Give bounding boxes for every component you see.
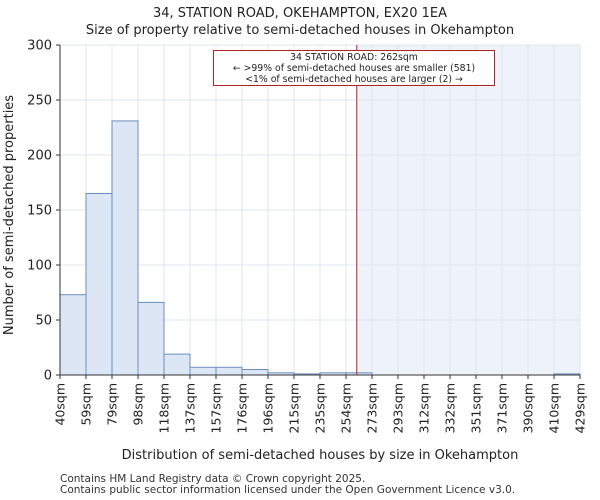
histogram-bar <box>189 366 217 376</box>
footer-copyright: Contains HM Land Registry data © Crown c… <box>60 473 366 485</box>
x-tick-label: 429sqm <box>573 383 588 433</box>
y-tick-label: 250 <box>27 94 52 109</box>
y-tick-label: 150 <box>27 204 52 219</box>
x-tick-label: 196sqm <box>261 383 276 433</box>
property-annotation: 34 STATION ROAD: 262sqm ← >99% of semi-d… <box>213 50 495 86</box>
y-tick-label: 200 <box>27 149 52 164</box>
annotation-line-3: <1% of semi-detached houses are larger (… <box>245 74 463 85</box>
histogram-bar <box>111 120 139 376</box>
x-tick-label: 59sqm <box>79 383 94 426</box>
histogram-bar <box>163 353 191 376</box>
x-tick-label: 293sqm <box>391 383 406 433</box>
chart-subtitle: Size of property relative to semi-detach… <box>85 23 515 38</box>
histogram-bar <box>241 369 269 376</box>
y-tick-label: 50 <box>35 314 52 329</box>
x-tick-label: 332sqm <box>443 383 458 433</box>
x-tick-label: 40sqm <box>53 383 68 426</box>
x-tick-label: 254sqm <box>339 383 354 433</box>
x-tick-label: 390sqm <box>521 383 536 433</box>
x-tick-label: 157sqm <box>209 383 224 433</box>
x-tick-label: 410sqm <box>547 383 562 433</box>
x-tick-label: 273sqm <box>365 383 380 433</box>
x-tick-label: 371sqm <box>495 383 510 433</box>
annotation-line-1: 34 STATION ROAD: 262sqm <box>290 52 418 63</box>
chart-title: 34, STATION ROAD, OKEHAMPTON, EX20 1EA <box>153 6 447 21</box>
y-axis-title: Number of semi-detached properties <box>2 95 17 335</box>
histogram-bar <box>137 301 165 376</box>
footer-licence: Contains public sector information licen… <box>60 484 516 496</box>
x-tick-label: 351sqm <box>469 383 484 433</box>
histogram-bar <box>215 366 243 376</box>
x-tick-label: 118sqm <box>157 383 172 433</box>
x-tick-label: 98sqm <box>131 383 146 426</box>
y-tick-label: 0 <box>44 369 52 384</box>
x-tick-label: 215sqm <box>287 383 302 433</box>
x-axis-title: Distribution of semi-detached houses by … <box>122 448 519 463</box>
x-tick-label: 312sqm <box>417 383 432 433</box>
histogram-bar <box>59 294 87 376</box>
annotation-line-2: ← >99% of semi-detached houses are small… <box>232 63 476 74</box>
x-tick-label: 137sqm <box>183 383 198 433</box>
y-tick-label: 300 <box>27 39 52 54</box>
x-tick-label: 176sqm <box>235 383 250 433</box>
y-tick-label: 100 <box>27 259 52 274</box>
histogram-bar <box>85 193 113 376</box>
x-tick-label: 235sqm <box>313 383 328 433</box>
x-tick-label: 79sqm <box>105 383 120 426</box>
